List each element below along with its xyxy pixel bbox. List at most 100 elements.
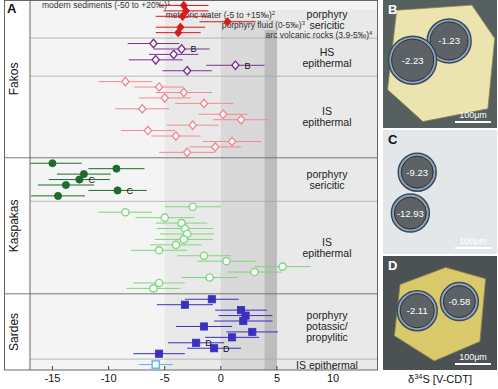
point xyxy=(208,296,215,303)
point-label: D xyxy=(205,338,212,348)
point xyxy=(180,88,187,96)
point-labels: BBCCDD xyxy=(88,44,250,353)
row-label-line: propylitic xyxy=(306,331,347,343)
spot-rim xyxy=(398,153,436,191)
point xyxy=(172,241,179,248)
spot xyxy=(401,156,433,188)
panel-letter: B xyxy=(388,2,397,17)
micrograph-bg xyxy=(383,256,497,370)
point xyxy=(179,12,186,20)
point xyxy=(219,110,226,118)
reference-band xyxy=(165,10,378,370)
point xyxy=(161,214,168,221)
point xyxy=(223,258,230,265)
point xyxy=(184,148,191,156)
x-label-sup: 34 xyxy=(414,372,422,381)
spot xyxy=(400,294,434,328)
panel-label: A xyxy=(7,1,17,16)
scale-bar xyxy=(455,363,491,365)
x-tick-label: -15 xyxy=(44,372,60,384)
point-label: D xyxy=(223,344,230,354)
scale-bar-label: 100μm xyxy=(459,110,487,120)
x-tick xyxy=(108,366,109,370)
micrograph-bg xyxy=(383,130,497,254)
grain xyxy=(388,5,495,121)
point xyxy=(237,116,244,124)
point xyxy=(172,132,179,140)
point xyxy=(180,236,187,243)
group-divider xyxy=(30,0,31,370)
point xyxy=(193,339,200,346)
micrograph-bg xyxy=(383,0,497,128)
point xyxy=(155,247,162,254)
point xyxy=(178,45,185,53)
row-label: porphyrysericitic xyxy=(307,168,349,191)
spot-value: -12.93 xyxy=(397,208,424,219)
row-label: ISepithermal xyxy=(302,236,351,259)
row-label-line: epithermal xyxy=(302,247,351,259)
scale-bar xyxy=(455,121,491,123)
spot-rim xyxy=(397,291,437,331)
point xyxy=(251,268,258,275)
panel-letter: C xyxy=(388,132,398,147)
figure: modern sediments (-50 to +20‰)1meteoric … xyxy=(0,0,498,389)
micrograph-panel: -9.23-12.93C100μm xyxy=(383,130,497,254)
point xyxy=(212,143,219,151)
point xyxy=(152,56,159,64)
spot-value: -1.23 xyxy=(438,35,460,46)
x-tick-label: 0 xyxy=(218,372,224,384)
data xyxy=(30,1,311,368)
reference-band xyxy=(30,0,378,370)
point xyxy=(228,137,235,145)
band-label: modern sediments (-50 to +20‰)1 xyxy=(42,0,171,10)
point xyxy=(228,334,235,341)
row-label: IS epithermal xyxy=(296,359,358,371)
point xyxy=(189,203,196,210)
point xyxy=(62,181,69,188)
x-tick xyxy=(164,366,165,370)
spot-value: -2.23 xyxy=(402,55,424,66)
point-label: C xyxy=(127,186,134,196)
point xyxy=(161,94,168,102)
reference-band xyxy=(265,30,277,370)
x-tick-label: 10 xyxy=(327,372,339,384)
x-tick-label: -5 xyxy=(160,372,170,384)
band-ref: 2 xyxy=(272,10,276,16)
row-label: ISepithermal xyxy=(302,105,351,128)
point xyxy=(54,192,61,199)
micrograph-panel: -1.23 -2.23 B 100μm xyxy=(383,0,497,128)
point-label: B xyxy=(244,61,250,71)
point xyxy=(240,317,247,324)
x-tick xyxy=(333,366,334,370)
point xyxy=(232,61,239,69)
point xyxy=(279,263,286,270)
spot-value: -0.58 xyxy=(449,296,471,307)
spot-rim xyxy=(440,283,478,321)
spot xyxy=(443,286,475,318)
point xyxy=(184,67,191,75)
group-labels: FakosKaspakasSardes xyxy=(7,63,21,351)
scale-bar xyxy=(455,247,491,249)
point xyxy=(200,99,207,107)
point xyxy=(122,77,129,85)
point xyxy=(181,301,188,308)
row-label: porphyrypotassic/propylitic xyxy=(306,309,348,343)
point xyxy=(113,165,120,172)
x-tick xyxy=(276,366,277,370)
spot xyxy=(394,197,426,229)
point xyxy=(155,83,162,91)
reference-band xyxy=(221,20,277,370)
spot-rim xyxy=(391,194,429,232)
group-label: Fakos xyxy=(7,63,21,96)
point xyxy=(175,28,182,36)
grain xyxy=(394,267,485,360)
point xyxy=(206,274,213,281)
point-label: C xyxy=(88,175,95,185)
band-labels: modern sediments (-50 to +20‰)1meteoric … xyxy=(42,0,373,40)
group-label: Kaspakas xyxy=(7,199,21,252)
point xyxy=(139,105,146,113)
reference-bands xyxy=(30,0,378,370)
scale-bar-label: 100μm xyxy=(459,236,487,246)
row-label: porphyrysericitic xyxy=(307,8,349,31)
row-label-line: sericitic xyxy=(309,179,344,191)
